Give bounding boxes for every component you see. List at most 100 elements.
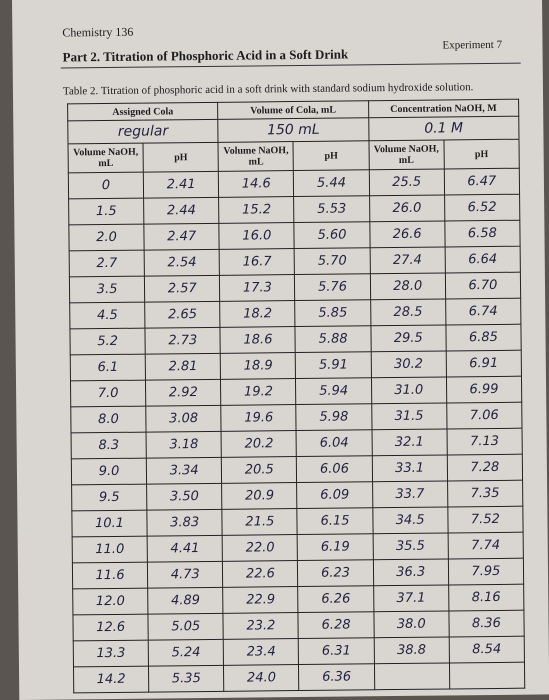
data-cell: 4.89 (147, 587, 224, 615)
data-cell: 5.2 (69, 328, 146, 355)
data-cell: 11.0 (72, 536, 148, 563)
data-cell: 16.7 (219, 248, 295, 276)
data-cell: 3.08 (145, 405, 222, 433)
subheader-cell: Volume NaOH, mL (368, 139, 445, 170)
header-cell: Concentration NaOH, M (368, 99, 519, 118)
data-row: 14.2 5.35 24.0 6.36 (73, 662, 525, 693)
data-cell: 27.4 (369, 246, 446, 274)
course: Chemistry 136 (62, 24, 134, 40)
data-cell: 33.1 (371, 454, 448, 482)
data-cell: 7.06 (446, 402, 523, 429)
data-cell: 16.0 (219, 222, 295, 250)
data-cell: 32.1 (371, 428, 448, 456)
data-cell: 3.83 (147, 509, 223, 537)
data-cell: 7.52 (447, 506, 524, 533)
data-cell: 5.35 (148, 665, 225, 693)
subheader-cell: Volume NaOH, mL (218, 141, 294, 172)
data-cell: 5.24 (148, 639, 224, 667)
data-cell: 38.8 (373, 636, 450, 664)
data-cell: 36.3 (373, 558, 449, 586)
data-cell: 8.16 (448, 584, 524, 611)
data-cell: 2.65 (144, 301, 221, 329)
data-cell: 7.35 (447, 480, 523, 507)
data-table: Assigned Cola Volume of Cola, mL Concentra… (67, 99, 525, 694)
header-cell: Volume of Cola, mL (217, 100, 369, 120)
data-cell: 6.85 (445, 324, 522, 351)
data-cell: 14.2 (73, 666, 149, 693)
data-cell: 5.98 (296, 403, 372, 431)
data-cell: 19.6 (221, 404, 297, 432)
data-cell: 34.5 (372, 506, 448, 534)
data-cell: 2.81 (145, 353, 221, 381)
data-cell: 4.41 (147, 535, 223, 563)
data-cell: 26.6 (369, 220, 445, 248)
data-cell: 5.53 (294, 195, 370, 223)
data-cell: 22.6 (222, 560, 299, 588)
data-cell: 6.19 (297, 533, 374, 561)
data-cell: 5.60 (294, 221, 370, 249)
data-cell: 30.2 (370, 350, 447, 378)
data-cell: 23.4 (223, 638, 299, 666)
data-cell: 6.36 (298, 663, 375, 691)
data-cell: 0 (68, 172, 144, 199)
data-cell: 6.04 (296, 429, 372, 457)
data-cell: 6.91 (445, 350, 522, 377)
data-cell: 6.74 (445, 298, 521, 325)
data-cell: 23.2 (223, 612, 299, 640)
data-cell: 2.73 (145, 327, 221, 355)
data-cell: 35.5 (372, 532, 449, 560)
data-cell: 5.70 (294, 247, 371, 275)
data-cell: 4.5 (69, 302, 146, 329)
data-cell: 18.6 (220, 326, 296, 354)
data-cell: 5.91 (295, 351, 372, 379)
data-cell: 25.5 (368, 168, 445, 196)
data-cell: 3.18 (146, 431, 222, 459)
subheader-cell: pH (443, 139, 520, 169)
title: Part 2. Titration of Phosphoric Acid in … (62, 46, 349, 65)
data-cell: 3.50 (146, 483, 223, 511)
data-cell: 6.31 (298, 637, 375, 665)
caption: Table 2. Titration of phosphoric acid in… (62, 81, 474, 98)
data-cell: 8.36 (448, 610, 525, 637)
entry-cell: 0.1 M (368, 116, 519, 141)
data-cell: 2.0 (68, 224, 145, 251)
data-cell: 2.44 (143, 197, 220, 225)
data-cell: 5.85 (295, 299, 371, 327)
data-cell: 7.0 (70, 380, 146, 407)
data-cell: 29.5 (370, 324, 446, 352)
data-cell: 12.0 (72, 588, 149, 615)
data-cell: 6.47 (444, 168, 520, 195)
data-cell: 5.88 (295, 325, 371, 353)
data-cell: 2.47 (144, 223, 220, 251)
subheader-cell: pH (293, 140, 369, 171)
data-cell: 6.64 (444, 246, 521, 273)
data-cell: 7.95 (448, 558, 524, 585)
data-cell: 24.0 (223, 664, 300, 692)
data-cell: 6.1 (70, 354, 146, 381)
data-cell: 3.34 (146, 457, 222, 485)
data-cell: 9.0 (71, 458, 147, 485)
data-cell (374, 662, 450, 690)
data-cell: 9.5 (71, 484, 148, 511)
data-cell: 20.2 (221, 430, 297, 458)
data-cell: 5.94 (295, 377, 372, 405)
data-cell: 20.5 (221, 456, 298, 484)
entry-cell: regular (67, 119, 219, 144)
data-cell: 31.0 (371, 376, 447, 404)
experiment: Experiment 7 (442, 38, 503, 52)
subheader-cell: Volume NaOH, mL (68, 143, 144, 173)
data-cell: 31.5 (371, 402, 447, 430)
paper: Chemistry 136 Experiment 7 Part 2. Titra… (12, 0, 549, 700)
data-cell: 28.5 (370, 298, 446, 326)
data-cell: 1.5 (68, 198, 145, 225)
data-cell: 8.3 (71, 432, 147, 459)
subheader-row: Volume NaOH, mL pH Volume NaOH, mL pH Volume… (68, 139, 520, 173)
data-cell: 18.2 (219, 300, 296, 328)
data-cell: 12.6 (72, 614, 149, 641)
data-cell: 6.06 (296, 455, 373, 483)
data-cell: 38.0 (373, 610, 449, 638)
data-cell: 10.1 (71, 510, 148, 537)
data-cell: 7.28 (447, 454, 523, 481)
data-cell: 13.3 (73, 640, 149, 667)
